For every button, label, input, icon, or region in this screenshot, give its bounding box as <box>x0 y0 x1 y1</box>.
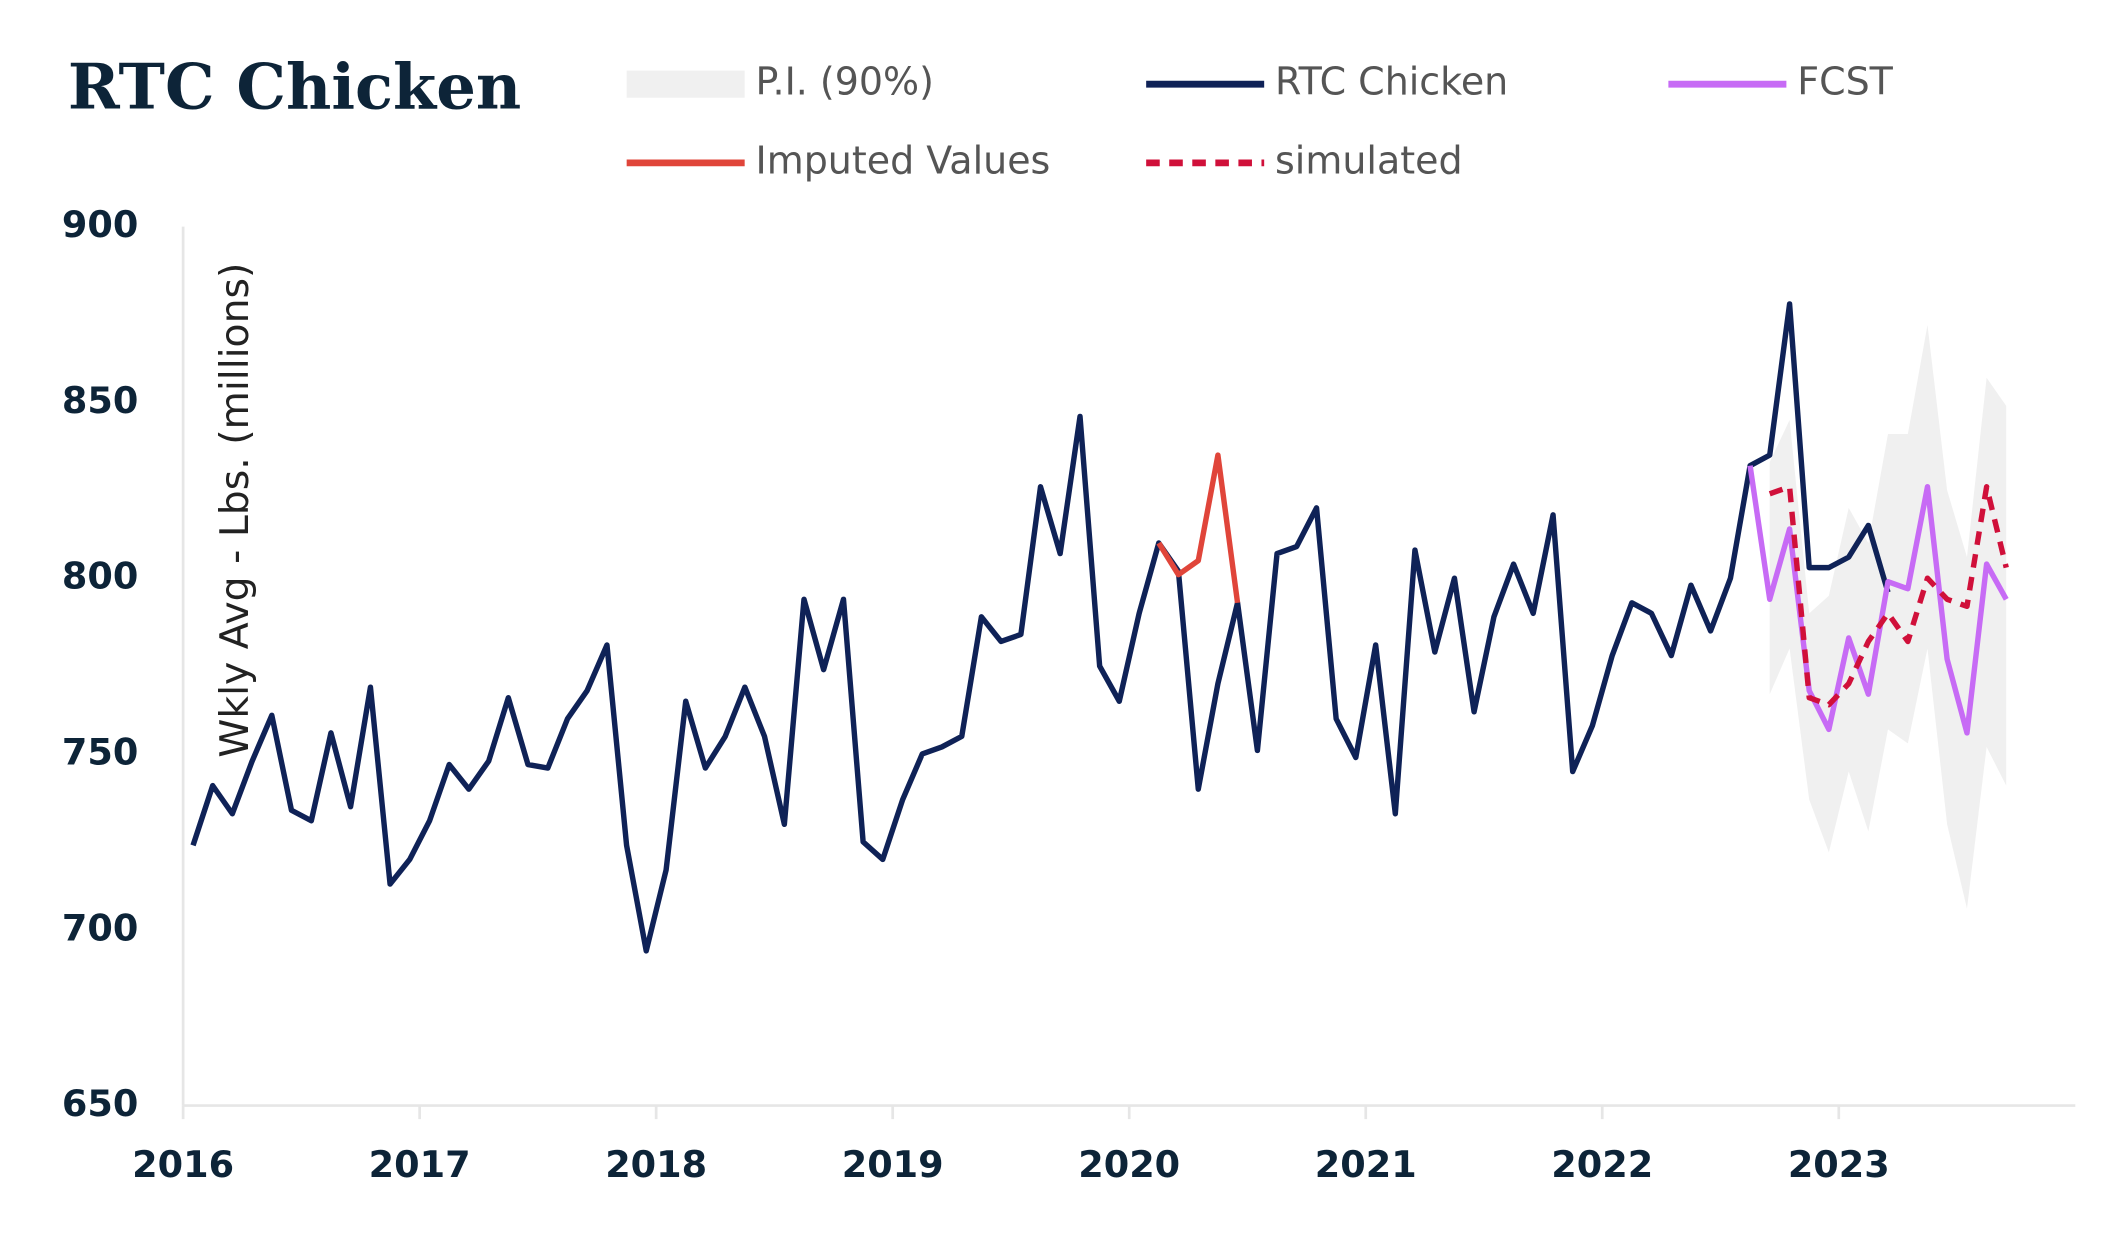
y-tick-label: 650 <box>62 1082 138 1125</box>
legend-label: P.I. (90%) <box>756 60 934 104</box>
chart-title: RTC Chicken <box>68 49 521 123</box>
prediction-band <box>1769 325 2007 909</box>
legend-label: FCST <box>1797 60 1893 104</box>
y-axis-label: Wkly Avg - Lbs. (millions) <box>212 263 258 758</box>
x-tick-label: 2019 <box>842 1143 944 1186</box>
legend-label: Imputed Values <box>756 138 1051 182</box>
y-tick-label: 850 <box>62 379 138 422</box>
x-tick-label: 2018 <box>605 1143 707 1186</box>
x-tick-label: 2020 <box>1078 1143 1180 1186</box>
y-tick-label: 750 <box>62 730 138 773</box>
line <box>190 301 1891 954</box>
legend-label: RTC Chicken <box>1275 60 1508 104</box>
legend-label: simulated <box>1275 138 1463 182</box>
line <box>1747 465 2009 736</box>
line <box>1768 484 2009 708</box>
plot: 650 700 750 800 850 900 2016 2017 2018 2019 2020 20… <box>62 60 2076 1186</box>
y-tick-label: 800 <box>62 555 138 598</box>
line <box>1156 452 1241 604</box>
y-tick-label: 700 <box>62 906 138 949</box>
x-tick-label: 2016 <box>132 1143 234 1186</box>
x-tick-label: 2021 <box>1315 1143 1417 1186</box>
x-tick-label: 2023 <box>1788 1143 1890 1186</box>
x-tick-label: 2017 <box>369 1143 471 1186</box>
legend-swatch <box>626 70 745 98</box>
y-tick-label: 900 <box>62 203 138 246</box>
x-tick-label: 2022 <box>1551 1143 1653 1186</box>
